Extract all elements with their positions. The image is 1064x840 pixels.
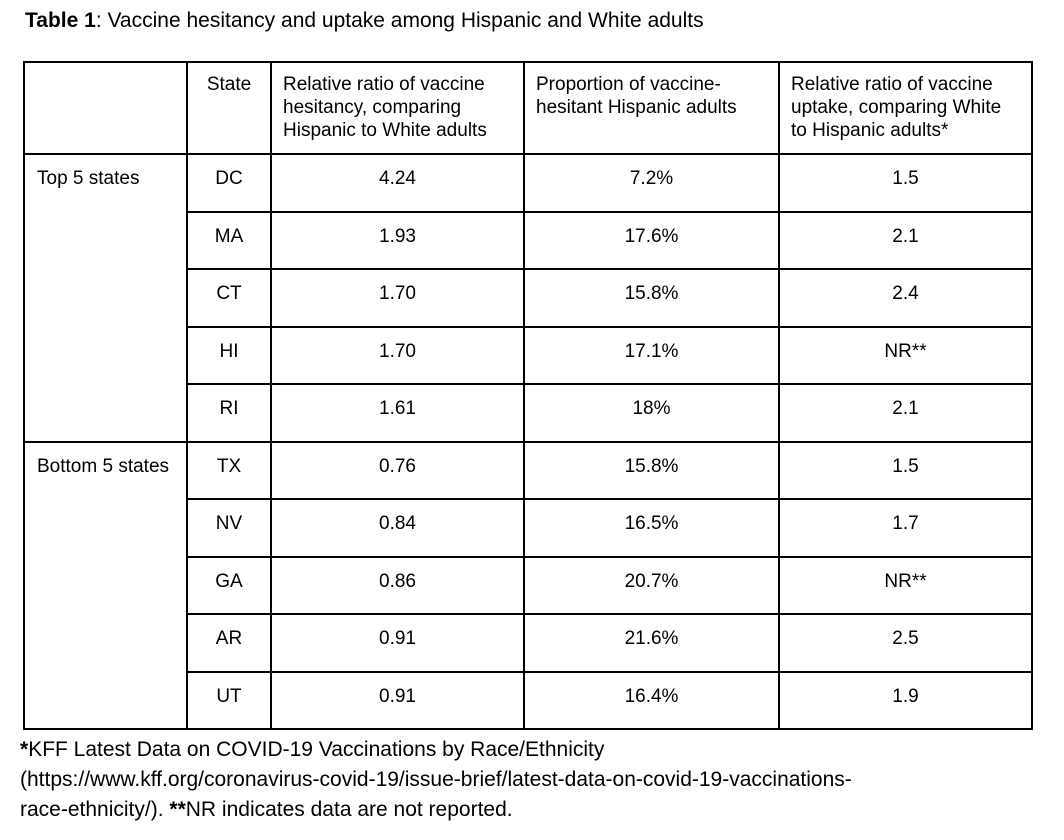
cell-uptake-ratio: 2.4 xyxy=(778,268,1033,328)
cell-state: HI xyxy=(186,325,272,385)
footnote: *KFF Latest Data on COVID-19 Vaccination… xyxy=(20,735,1064,825)
cell-state: NV xyxy=(186,498,272,558)
cell-hesitant-proportion: 17.1% xyxy=(523,325,780,385)
table-row: CT 1.70 15.8% 2.4 xyxy=(24,268,1033,328)
table-body: Top 5 states DC 4.24 7.2% 1.5 MA 1.93 17… xyxy=(23,153,1033,730)
footnote-line-1: *KFF Latest Data on COVID-19 Vaccination… xyxy=(20,735,1064,765)
table-title-text: : Vaccine hesitancy and uptake among His… xyxy=(95,9,704,32)
table-row: Top 5 states DC 4.24 7.2% 1.5 xyxy=(23,153,1033,443)
table-header: State Relative ratio of vaccine hesitanc… xyxy=(23,61,1033,155)
cell-hesitant-proportion: 7.2% xyxy=(523,153,780,213)
cell-hesitancy-ratio: 1.70 xyxy=(270,268,525,328)
group-label-top5: Top 5 states xyxy=(23,153,188,443)
cell-hesitancy-ratio: 0.84 xyxy=(270,498,525,558)
cell-hesitant-proportion: 15.8% xyxy=(523,440,780,500)
table-title-label: Table 1 xyxy=(25,9,96,32)
cell-hesitancy-ratio: 1.93 xyxy=(270,210,525,270)
cell-hesitancy-ratio: 0.76 xyxy=(270,440,525,500)
header-hesitant-proportion: Proportion of vaccine-hesitant Hispanic … xyxy=(523,61,780,155)
footnote-url-text: (https://www.kff.org/coronavirus-covid-1… xyxy=(20,768,852,791)
cell-state: DC xyxy=(186,153,272,213)
table-row: Bottom 5 states TX 0.76 15.8% 1.5 xyxy=(23,440,1033,730)
cell-uptake-ratio: 2.1 xyxy=(778,210,1033,270)
cell-hesitant-proportion: 17.6% xyxy=(523,210,780,270)
table-row: NV 0.84 16.5% 1.7 xyxy=(24,498,1033,558)
footnote-line-3: race-ethnicity/). **NR indicates data ar… xyxy=(20,795,1064,825)
header-empty-cell xyxy=(23,61,188,155)
footnote-line-2: (https://www.kff.org/coronavirus-covid-1… xyxy=(20,765,1064,795)
cell-uptake-ratio: 1.9 xyxy=(778,670,1033,730)
cell-hesitant-proportion: 16.4% xyxy=(523,670,780,730)
cell-uptake-ratio: NR** xyxy=(778,325,1033,385)
cell-state: MA xyxy=(186,210,272,270)
cell-hesitancy-ratio: 1.70 xyxy=(270,325,525,385)
footnote-source-text: KFF Latest Data on COVID-19 Vaccinations… xyxy=(28,738,605,761)
cell-state: RI xyxy=(186,383,272,443)
cell-hesitancy-ratio: 4.24 xyxy=(270,153,525,213)
cell-hesitancy-ratio: 0.86 xyxy=(270,555,525,615)
cell-hesitancy-ratio: 1.61 xyxy=(270,383,525,443)
table-row: UT 0.91 16.4% 1.9 xyxy=(24,670,1033,730)
header-row: State Relative ratio of vaccine hesitanc… xyxy=(23,61,1033,155)
footnote-nr-text: NR indicates data are not reported. xyxy=(185,798,513,821)
cell-state: AR xyxy=(186,613,272,673)
table-row: GA 0.86 20.7% NR** xyxy=(24,555,1033,615)
cell-hesitancy-ratio: 0.91 xyxy=(270,613,525,673)
cell-hesitant-proportion: 21.6% xyxy=(523,613,780,673)
table-row: RI 1.61 18% 2.1 xyxy=(24,383,1033,443)
cell-uptake-ratio: NR** xyxy=(778,555,1033,615)
footnote-asterisk: * xyxy=(20,738,29,761)
footnote-double-asterisk: ** xyxy=(169,798,186,821)
cell-uptake-ratio: 1.5 xyxy=(778,440,1033,500)
cell-hesitant-proportion: 16.5% xyxy=(523,498,780,558)
footnote-url-end-text: race-ethnicity/). xyxy=(20,798,170,821)
cell-state: CT xyxy=(186,268,272,328)
cell-state: TX xyxy=(186,440,272,500)
cell-state: GA xyxy=(186,555,272,615)
cell-uptake-ratio: 2.1 xyxy=(778,383,1033,443)
cell-uptake-ratio: 2.5 xyxy=(778,613,1033,673)
cell-state: UT xyxy=(186,670,272,730)
cell-uptake-ratio: 1.5 xyxy=(778,153,1033,213)
header-hesitancy-ratio: Relative ratio of vaccine hesitancy, com… xyxy=(270,61,525,155)
table-row: AR 0.91 21.6% 2.5 xyxy=(24,613,1033,673)
header-uptake-ratio: Relative ratio of vaccine uptake, compar… xyxy=(778,61,1033,155)
cell-hesitant-proportion: 20.7% xyxy=(523,555,780,615)
table-row: MA 1.93 17.6% 2.1 xyxy=(24,210,1033,270)
table-title: Table 1: Vaccine hesitancy and uptake am… xyxy=(25,8,1064,33)
table-row: HI 1.70 17.1% NR** xyxy=(24,325,1033,385)
cell-hesitant-proportion: 18% xyxy=(523,383,780,443)
cell-hesitancy-ratio: 0.91 xyxy=(270,670,525,730)
cell-uptake-ratio: 1.7 xyxy=(778,498,1033,558)
cell-hesitant-proportion: 15.8% xyxy=(523,268,780,328)
vaccine-table: State Relative ratio of vaccine hesitanc… xyxy=(23,61,1033,730)
header-state: State xyxy=(186,61,272,155)
group-label-bottom5: Bottom 5 states xyxy=(23,440,188,730)
